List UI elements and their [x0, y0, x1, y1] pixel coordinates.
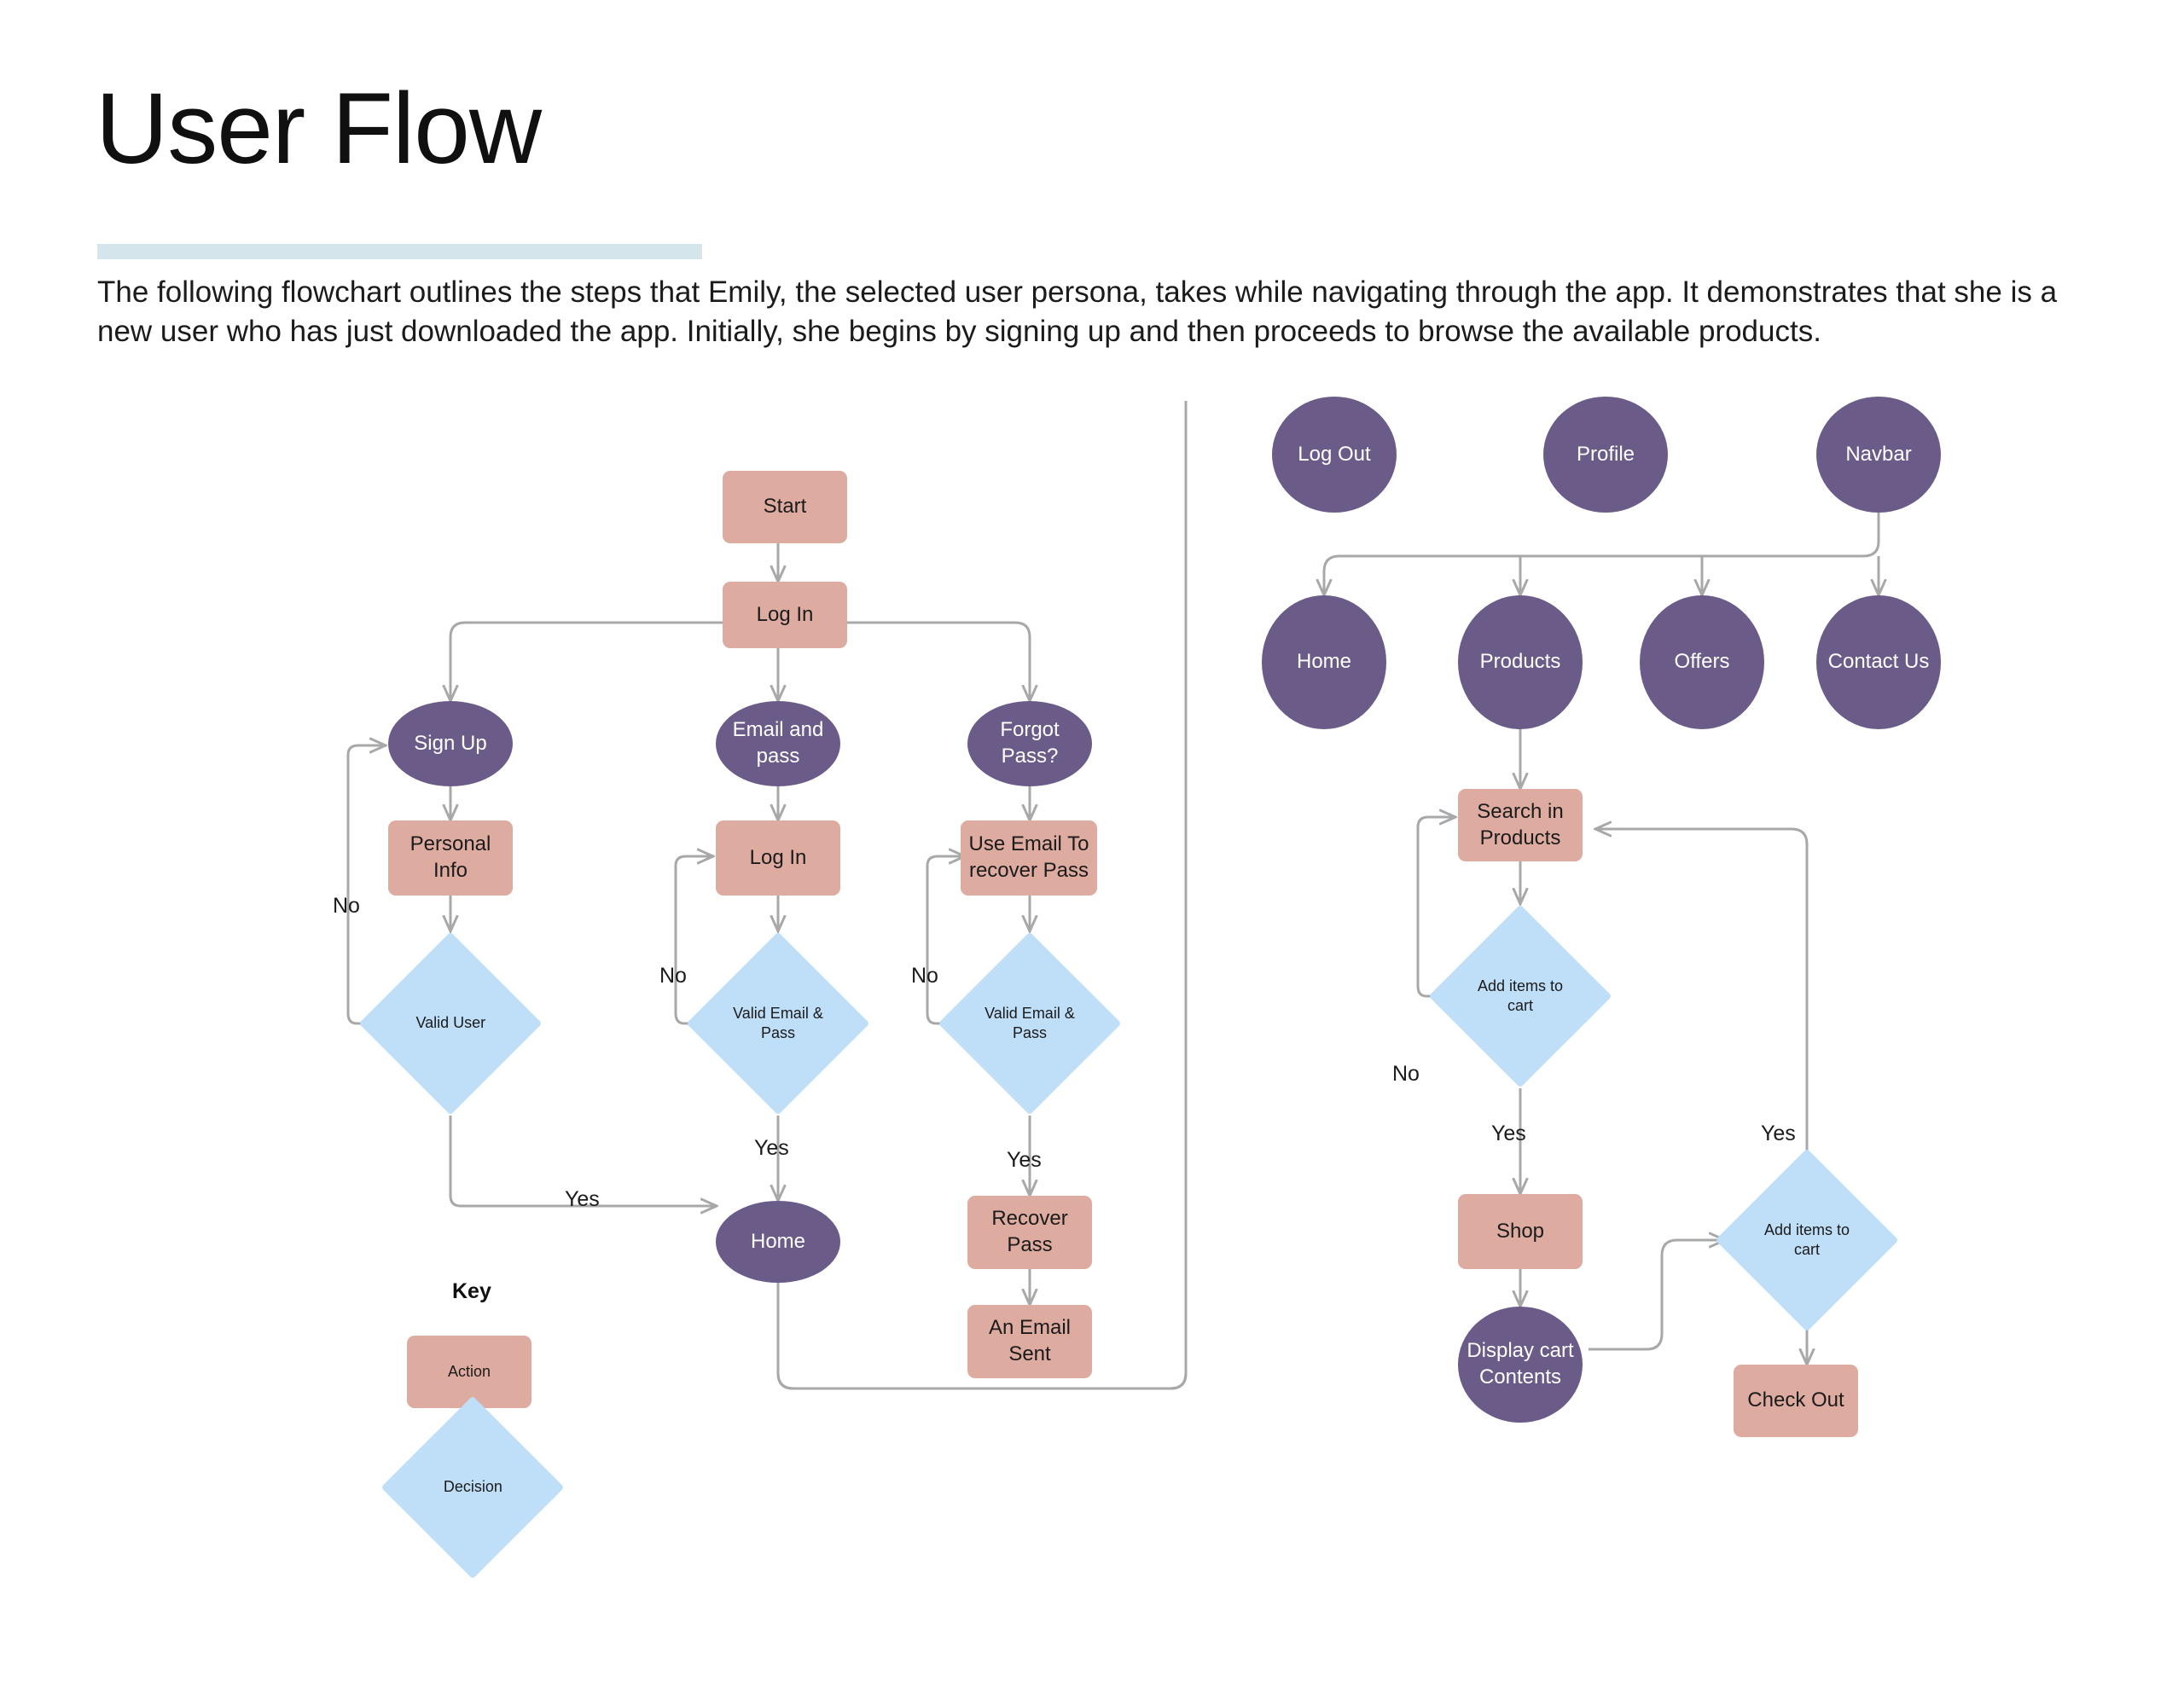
flowchart-canvas: Start Log In Sign Up Email and pass Forg…: [0, 397, 2184, 1629]
node-recover-pass[interactable]: Recover Pass: [967, 1196, 1092, 1269]
edge-label-no-signup: No: [333, 894, 360, 918]
node-check-out[interactable]: Check Out: [1734, 1365, 1858, 1437]
node-search-in-products[interactable]: Search in Products: [1458, 789, 1583, 861]
edge-label-yes-valid-user: Yes: [565, 1187, 600, 1211]
node-an-email-sent[interactable]: An Email Sent: [967, 1305, 1092, 1378]
node-email-and-pass[interactable]: Email and pass: [716, 701, 840, 786]
edge-label-no-search: No: [1392, 1062, 1420, 1086]
node-home-left[interactable]: Home: [716, 1201, 840, 1283]
node-products[interactable]: Products: [1458, 595, 1583, 729]
node-profile[interactable]: Profile: [1543, 397, 1668, 513]
key-title: Key: [452, 1279, 491, 1303]
edge-label-yes-cart-right: Yes: [1761, 1122, 1796, 1145]
key-action-swatch: Action: [407, 1336, 531, 1408]
node-personal-info[interactable]: Personal Info: [388, 820, 513, 896]
node-start[interactable]: Start: [723, 471, 847, 543]
edge-label-yes-login: Yes: [754, 1136, 789, 1160]
node-home-nav[interactable]: Home: [1262, 595, 1386, 729]
node-login-top[interactable]: Log In: [723, 582, 847, 648]
edge-label-yes-recover: Yes: [1007, 1148, 1042, 1172]
intro-paragraph: The following flowchart outlines the ste…: [97, 275, 2058, 349]
node-shop[interactable]: Shop: [1458, 1194, 1583, 1269]
edge-label-yes-add-cart: Yes: [1491, 1122, 1526, 1145]
node-log-out[interactable]: Log Out: [1272, 397, 1397, 513]
page-title: User Flow: [96, 72, 542, 185]
connector-layer: [346, 401, 2184, 1390]
node-use-email-recover-pass[interactable]: Use Email To recover Pass: [961, 820, 1097, 896]
node-contact-us[interactable]: Contact Us: [1816, 595, 1941, 729]
edge-label-no-recover: No: [911, 964, 938, 988]
node-sign-up[interactable]: Sign Up: [388, 701, 513, 786]
node-login-mid[interactable]: Log In: [716, 820, 840, 896]
title-underline-rule: [97, 244, 702, 259]
node-display-cart-contents[interactable]: Display cart Contents: [1458, 1307, 1583, 1423]
node-offers[interactable]: Offers: [1640, 595, 1764, 729]
node-forgot-pass[interactable]: Forgot Pass?: [967, 701, 1092, 786]
node-navbar[interactable]: Navbar: [1816, 397, 1941, 513]
edge-label-no-login: No: [659, 964, 687, 988]
